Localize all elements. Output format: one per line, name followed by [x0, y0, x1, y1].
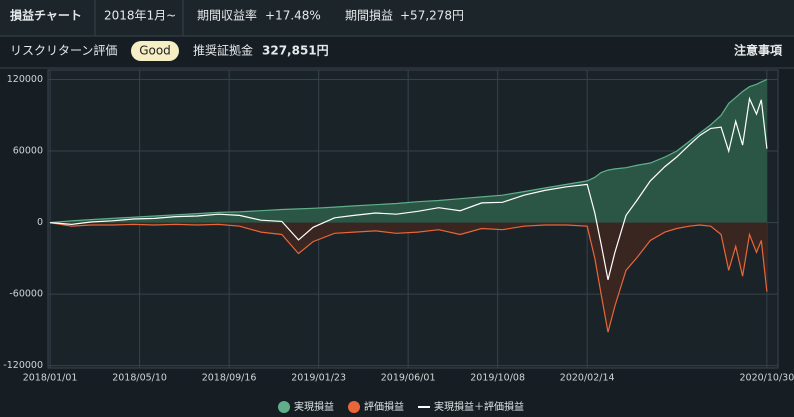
legend-label[interactable]: 実現損益 [294, 400, 334, 413]
title: 損益チャート [10, 8, 82, 23]
x-tick-label: 2019/06/01 [381, 373, 436, 384]
legend-label[interactable]: 実現損益＋評価損益 [434, 400, 524, 413]
series-line [50, 78, 768, 224]
x-tick-label: 2018/09/16 [202, 373, 257, 384]
x-tick-label: 2018/01/01 [23, 373, 78, 384]
x-tick-label: 2020/02/14 [560, 373, 615, 384]
legend: 実現損益 評価損益 実現損益＋評価損益 [278, 400, 524, 413]
legend-label[interactable]: 評価損益 [364, 400, 404, 413]
margin-value: 327,851円 [262, 44, 329, 58]
header-bar [0, 0, 794, 36]
notice-link[interactable]: 注意事項 [734, 43, 783, 58]
series-line [50, 222, 768, 333]
return-label: 期間収益率 [197, 8, 257, 23]
y-tick-label: 0 [37, 217, 43, 228]
y-tick-label: 120000 [7, 74, 43, 85]
y-tick-label: -120000 [3, 360, 43, 371]
y-tick-label: 60000 [13, 146, 43, 157]
return-value: +17.48% [265, 9, 321, 23]
profit-label: 期間損益 [345, 8, 393, 23]
legend-swatch [348, 401, 360, 413]
series-line [50, 96, 768, 280]
risk-badge: Good [139, 44, 171, 58]
x-tick-label: 2018/05/10 [112, 373, 167, 384]
margin-label: 推奨証拠金 [193, 43, 253, 58]
x-tick-label: 2020/10/30 [740, 373, 794, 384]
badge [131, 41, 179, 61]
profit-value: +57,278円 [400, 9, 464, 23]
risk-label: リスクリターン評価 [10, 43, 117, 58]
x-tick-label: 2019/10/08 [470, 373, 525, 384]
legend-swatch [278, 401, 290, 413]
period[interactable]: 2018年1月~ [104, 9, 176, 23]
y-tick-label: -60000 [9, 289, 43, 300]
x-tick-label: 2019/01/23 [291, 373, 346, 384]
